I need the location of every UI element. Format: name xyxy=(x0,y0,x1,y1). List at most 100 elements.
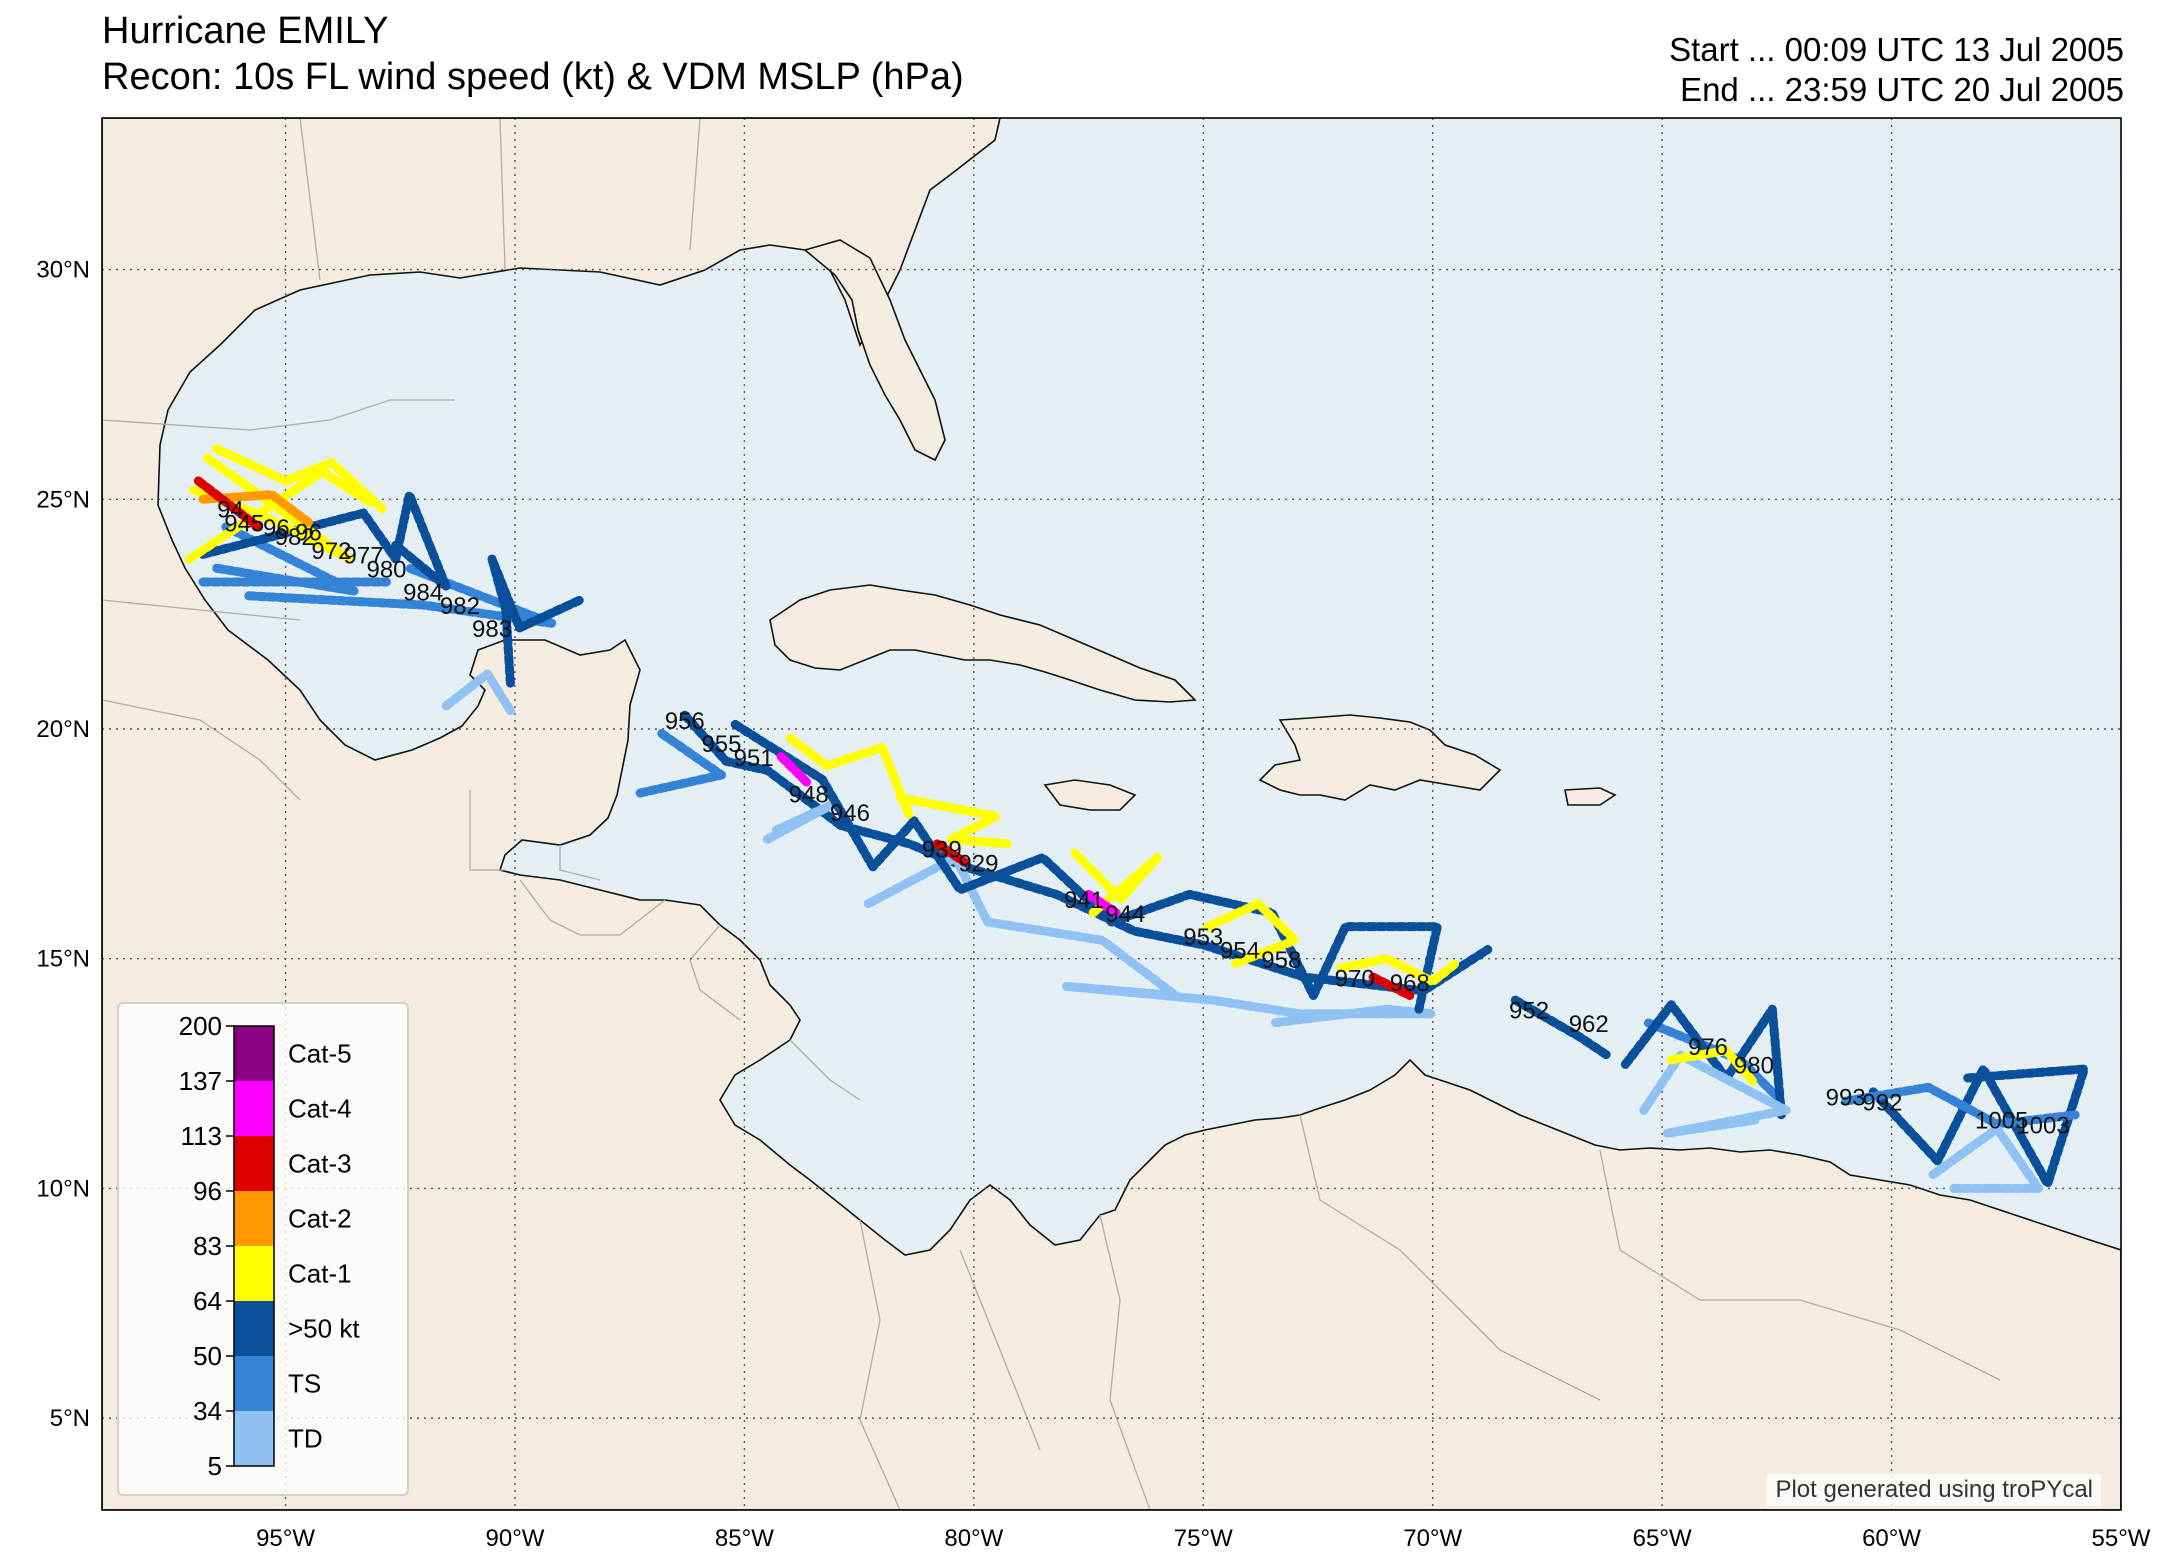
mslp-label: 972 xyxy=(311,538,351,565)
lon-tick-label: 60°W xyxy=(1862,1525,1921,1552)
land-florida xyxy=(803,239,946,462)
legend-swatch xyxy=(234,1081,274,1136)
legend-tick-label: 113 xyxy=(181,1121,222,1151)
mslp-label: 96 xyxy=(295,520,322,547)
land-masses xyxy=(102,118,2121,1510)
title-subtitle: Recon: 10s FL wind speed (kt) & VDM MSLP… xyxy=(102,56,964,98)
flight-track-segment xyxy=(1639,1050,1791,1138)
mslp-label: 953 xyxy=(1183,924,1223,951)
legend-category-label: Cat-2 xyxy=(288,1204,352,1234)
legend-tick-label: 200 xyxy=(179,1011,222,1041)
credit-text: Plot generated using troPYcal xyxy=(1767,1474,2101,1506)
lat-tick-label: 15°N xyxy=(36,946,90,973)
legend-tick-label: 83 xyxy=(193,1231,222,1261)
mslp-label: 1003 xyxy=(2016,1112,2069,1139)
flight-track-segment xyxy=(244,563,557,628)
flight-track-segment xyxy=(487,554,584,688)
mslp-label: 958 xyxy=(1261,947,1301,974)
mslp-label: 929 xyxy=(958,850,998,877)
mslp-label: 946 xyxy=(830,800,870,827)
mslp-label: 941 xyxy=(1064,887,1104,914)
flight-track-segment xyxy=(1368,972,1415,1000)
lon-tick-label: 90°W xyxy=(486,1525,545,1552)
legend-tick-label: 137 xyxy=(179,1066,222,1096)
flight-track-segment xyxy=(189,453,355,564)
mslp-label: 983 xyxy=(472,616,512,643)
mslp-label: 980 xyxy=(366,556,406,583)
mslp-label: 951 xyxy=(734,745,774,772)
land-cuba xyxy=(769,584,1197,703)
mslp-label: 952 xyxy=(1509,997,1549,1024)
wind-legend: Cat-5 Cat-4 Cat-3 Cat-2 Cat-1 >50 kt TS TD 200 13… xyxy=(117,1002,409,1496)
lat-tick-label: 30°N xyxy=(36,257,90,284)
lat-tick-label: 25°N xyxy=(36,486,90,513)
flight-track-segment xyxy=(198,490,451,592)
legend-category-label: TD xyxy=(288,1424,323,1454)
lon-tick-label: 95°W xyxy=(256,1525,315,1552)
graticule xyxy=(102,118,2121,1510)
land-north-america xyxy=(102,118,2121,1510)
flight-track-segment xyxy=(1841,1082,2080,1129)
flight-tracks xyxy=(184,444,2089,1193)
flight-track-segment xyxy=(634,729,726,798)
legend-swatch xyxy=(234,1411,274,1466)
legend-tick-label: 96 xyxy=(193,1176,222,1206)
end-time: End ... 23:59 UTC 20 Jul 2005 xyxy=(1680,71,2124,108)
lon-tick-labels: 95°W 90°W 85°W 80°W 75°W 70°W 65°W 60°W 55°W xyxy=(256,1525,2151,1552)
mslp-label: 945 xyxy=(224,510,264,537)
lat-tick-label: 10°N xyxy=(36,1175,90,1202)
title-block: Hurricane EMILY Recon: 10s FL wind speed… xyxy=(102,8,964,100)
title-storm: Hurricane EMILY xyxy=(102,10,389,52)
flight-track-segment xyxy=(1203,899,1300,968)
lon-tick-label: 55°W xyxy=(2092,1525,2151,1552)
flight-track-segment xyxy=(184,467,378,564)
flight-track-segment xyxy=(1928,1124,2043,1193)
lon-tick-label: 75°W xyxy=(1174,1525,1233,1552)
land-puerto-rico xyxy=(1564,787,1617,806)
mslp-label: 955 xyxy=(701,731,741,758)
mslp-label: 970 xyxy=(1335,965,1375,992)
mslp-label: 984 xyxy=(403,579,443,606)
lat-tick-label: 5°N xyxy=(50,1405,90,1432)
legend-category-label: Cat-4 xyxy=(288,1094,352,1124)
flight-track-segment xyxy=(212,522,359,596)
lon-tick-label: 70°W xyxy=(1403,1525,1462,1552)
legend-tick-label: 5 xyxy=(208,1451,222,1481)
flight-track-segment xyxy=(441,669,515,716)
legend-swatch xyxy=(234,1191,274,1246)
flight-track-segment xyxy=(785,733,915,821)
legend-category-label: Cat-1 xyxy=(288,1259,352,1289)
mslp-label: 968 xyxy=(1390,970,1430,997)
mslp-label: 982 xyxy=(440,593,480,620)
legend-swatch xyxy=(234,1136,274,1191)
legend-swatch xyxy=(234,1026,274,1081)
mslp-label: 94 xyxy=(217,497,244,524)
flight-track-segment xyxy=(1666,1046,1759,1088)
flight-track-segment xyxy=(1070,848,1162,918)
legend-category-label: >50 kt xyxy=(288,1314,360,1344)
legend-category-label: Cat-5 xyxy=(288,1039,352,1069)
mslp-labels: 9494596982969729779809849829839569559519… xyxy=(217,497,2070,1140)
legend-tick-label: 50 xyxy=(193,1341,222,1371)
land-hispaniola xyxy=(1258,714,1502,801)
mslp-label: 976 xyxy=(1688,1034,1728,1061)
mslp-label: 939 xyxy=(922,837,962,864)
flight-track-segment xyxy=(193,476,263,532)
lon-tick-label: 80°W xyxy=(944,1525,1003,1552)
flight-track-segment xyxy=(895,793,1015,849)
mslp-label: 980 xyxy=(1734,1053,1774,1080)
time-range: Start ... 00:09 UTC 13 Jul 2005 End ... … xyxy=(1669,30,2124,110)
lat-tick-labels: 5°N 10°N 15°N 20°N 25°N 30°N xyxy=(36,257,90,1433)
map-frame xyxy=(101,117,2122,1511)
mslp-label: 992 xyxy=(1862,1089,1902,1116)
mslp-label: 944 xyxy=(1105,901,1145,928)
lon-tick-label: 65°W xyxy=(1633,1525,1692,1552)
flight-track-segment xyxy=(730,719,1442,1014)
mslp-label: 977 xyxy=(344,543,384,570)
legend-tick-label: 34 xyxy=(193,1396,222,1426)
legend-colorbar: Cat-5 Cat-4 Cat-3 Cat-2 Cat-1 >50 kt TS TD 200 13… xyxy=(179,1011,361,1481)
flight-track-segment xyxy=(1510,995,1612,1060)
mslp-label: 956 xyxy=(665,708,705,735)
mslp-label: 962 xyxy=(1569,1011,1609,1038)
